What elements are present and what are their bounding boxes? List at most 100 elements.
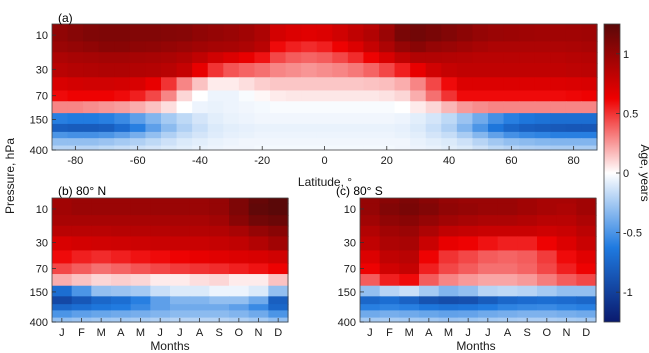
heatmap-cell bbox=[176, 123, 193, 133]
heatmap-cell bbox=[111, 274, 132, 287]
panel-a-heatmap bbox=[52, 24, 598, 151]
heatmap-cell bbox=[189, 310, 210, 319]
heatmap-cell bbox=[399, 215, 420, 227]
heatmap-cell bbox=[207, 41, 224, 53]
heatmap-cell bbox=[270, 145, 287, 151]
heatmap-cell bbox=[456, 131, 474, 139]
heatmap-cell bbox=[363, 77, 380, 92]
heatmap-cell bbox=[150, 236, 171, 252]
heatmap-cell bbox=[410, 90, 427, 102]
heatmap-cell bbox=[565, 101, 583, 114]
heatmap-cell bbox=[238, 123, 256, 133]
heatmap-cell bbox=[503, 123, 520, 133]
heatmap-cell bbox=[441, 131, 458, 139]
heatmap-cell bbox=[360, 203, 381, 216]
heatmap-cell bbox=[52, 296, 73, 305]
heatmap-cell bbox=[150, 198, 171, 205]
heatmap-cell bbox=[111, 236, 132, 252]
heatmap-cell bbox=[192, 29, 209, 43]
heatmap-cell bbox=[379, 236, 400, 252]
heatmap-cell bbox=[399, 310, 420, 319]
y-tick-label: 70 bbox=[36, 264, 48, 276]
heatmap-cell bbox=[478, 304, 499, 311]
heatmap-cell bbox=[52, 113, 69, 125]
heatmap-cell bbox=[67, 138, 84, 147]
heatmap-cell bbox=[556, 263, 577, 275]
heatmap-cell bbox=[150, 274, 171, 287]
heatmap-cell bbox=[332, 90, 349, 102]
heatmap-cell bbox=[534, 145, 551, 151]
heatmap-cell bbox=[379, 29, 396, 43]
heatmap-cell bbox=[111, 296, 132, 305]
heatmap-cell bbox=[497, 250, 518, 265]
heatmap-cell bbox=[537, 198, 558, 205]
heatmap-cell bbox=[129, 63, 147, 78]
heatmap-cell bbox=[71, 263, 92, 275]
heatmap-cell bbox=[71, 285, 92, 297]
heatmap-cell bbox=[379, 101, 396, 114]
heatmap-cell bbox=[347, 24, 365, 31]
heatmap-cell bbox=[189, 198, 210, 205]
heatmap-cell bbox=[425, 123, 442, 133]
heatmap-cell bbox=[161, 24, 178, 31]
heatmap-cell bbox=[534, 90, 551, 102]
heatmap-cell bbox=[161, 63, 178, 78]
heatmap-cell bbox=[52, 310, 73, 319]
panel-b-title: (b) 80° N bbox=[58, 184, 106, 198]
heatmap-cell bbox=[114, 52, 131, 64]
heatmap-cell bbox=[425, 63, 442, 78]
heatmap-cell bbox=[503, 131, 520, 139]
heatmap-cell bbox=[83, 138, 100, 147]
heatmap-cell bbox=[176, 101, 193, 114]
heatmap-cell bbox=[91, 215, 112, 227]
heatmap-cell bbox=[129, 52, 147, 64]
heatmap-cell bbox=[441, 77, 458, 92]
heatmap-cell bbox=[150, 263, 171, 275]
heatmap-cell bbox=[111, 198, 132, 205]
heatmap-cell bbox=[170, 236, 191, 252]
heatmap-cell bbox=[537, 285, 558, 297]
heatmap-cell bbox=[360, 296, 381, 305]
heatmap-cell bbox=[83, 52, 100, 64]
heatmap-cell bbox=[248, 263, 269, 275]
heatmap-cell bbox=[207, 63, 224, 78]
heatmap-cell bbox=[517, 304, 538, 311]
heatmap-cell bbox=[52, 236, 73, 252]
heatmap-cell bbox=[347, 41, 365, 53]
heatmap-cell bbox=[268, 296, 289, 305]
heatmap-cell bbox=[238, 63, 256, 78]
heatmap-cell bbox=[83, 145, 100, 151]
heatmap-cell bbox=[268, 310, 289, 319]
heatmap-cell bbox=[83, 63, 100, 78]
y-tick-label: 150 bbox=[30, 287, 48, 299]
heatmap-cell bbox=[111, 304, 132, 311]
heatmap-cell bbox=[150, 203, 171, 216]
heatmap-cell bbox=[556, 285, 577, 297]
heatmap-cell bbox=[472, 101, 489, 114]
heatmap-cell bbox=[67, 29, 84, 43]
heatmap-cell bbox=[537, 236, 558, 252]
heatmap-cell bbox=[379, 52, 396, 64]
heatmap-cell bbox=[91, 296, 112, 305]
colorbar-tick-label: -0.5 bbox=[623, 228, 642, 240]
heatmap-cell bbox=[209, 236, 230, 252]
heatmap-cell bbox=[410, 123, 427, 133]
heatmap-cell bbox=[71, 203, 92, 216]
heatmap-cell bbox=[556, 310, 577, 319]
heatmap-cell bbox=[254, 101, 271, 114]
heatmap-cell bbox=[394, 52, 411, 64]
heatmap-cell bbox=[189, 225, 210, 237]
heatmap-cell bbox=[229, 274, 250, 287]
heatmap-cell bbox=[254, 138, 271, 147]
heatmap-cell bbox=[347, 52, 365, 64]
heatmap-cell bbox=[488, 24, 505, 31]
heatmap-cell bbox=[537, 310, 558, 319]
heatmap-cell bbox=[441, 63, 458, 78]
y-tick-label: 30 bbox=[36, 238, 48, 250]
x-tick-label: F bbox=[386, 327, 393, 339]
heatmap-cell bbox=[399, 236, 420, 252]
heatmap-cell bbox=[301, 138, 318, 147]
heatmap-cell bbox=[458, 236, 479, 252]
heatmap-cell bbox=[270, 101, 287, 114]
